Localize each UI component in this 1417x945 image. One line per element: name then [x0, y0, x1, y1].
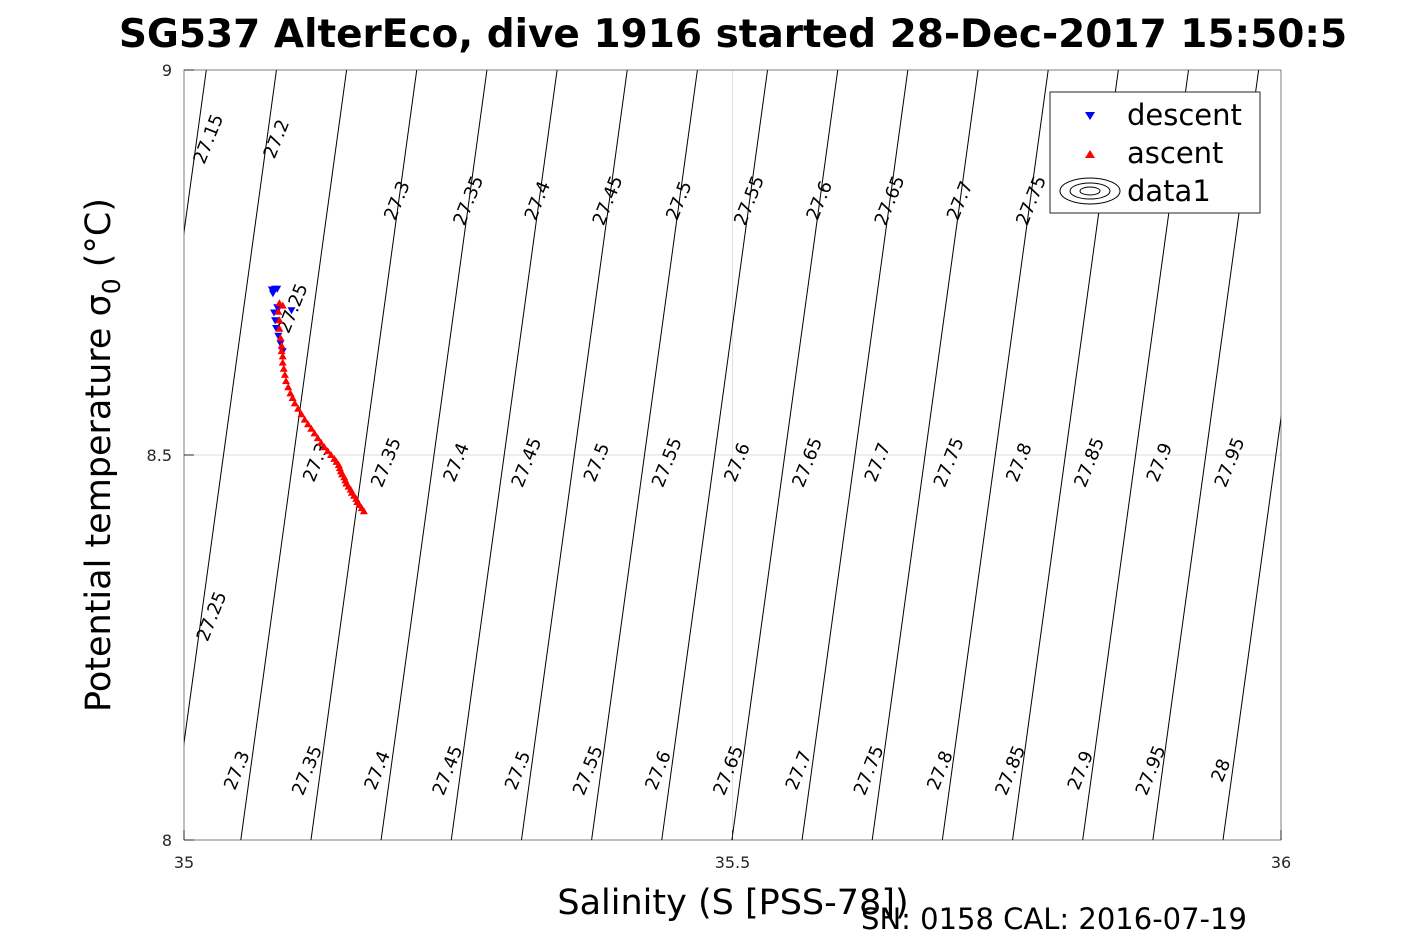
ascent-marker — [290, 399, 299, 407]
ascent-marker — [297, 410, 306, 418]
density-contour-line — [661, 70, 769, 840]
density-contour-line — [310, 70, 418, 840]
density-contour-line — [450, 70, 558, 840]
ascent-marker — [278, 358, 287, 366]
axis-ticks: 35 35.5 36 8 8.5 9 — [147, 61, 1292, 872]
x-tick-label: 36 — [1271, 853, 1291, 872]
ascent-marker — [284, 383, 293, 391]
y-tick-label: 8 — [162, 831, 172, 850]
ascent-marker — [277, 347, 286, 355]
density-contour-line — [731, 70, 839, 840]
ascent-marker — [327, 451, 335, 458]
density-contour-line — [871, 70, 979, 840]
data-series — [267, 285, 368, 515]
y-axis-label-subscript: 0 — [97, 278, 126, 294]
descent-marker — [271, 317, 280, 325]
ascent-marker — [286, 389, 295, 397]
ascent-marker — [313, 434, 322, 442]
descent-marker — [272, 325, 281, 332]
y-axis-label: Potential temperature σ0 (°C) — [79, 198, 126, 712]
ascent-marker — [320, 443, 329, 451]
legend-descent-marker — [1085, 112, 1095, 120]
ascent-marker — [294, 404, 303, 412]
density-contour-line — [184, 70, 277, 747]
x-tick-label: 35 — [174, 853, 194, 872]
y-axis-label-main: Potential temperature σ — [79, 294, 119, 712]
legend-ascent-marker — [1085, 150, 1095, 158]
ascent-marker — [310, 429, 319, 437]
density-contour-line — [801, 70, 909, 840]
ascent-marker — [274, 307, 283, 315]
ascent-marker — [282, 377, 290, 385]
ascent-marker — [323, 447, 332, 455]
ascent-marker — [307, 424, 316, 432]
y-tick-label: 8.5 — [147, 446, 172, 465]
descent-marker — [287, 307, 296, 315]
density-contour-line — [520, 70, 628, 840]
legend-data1-label: data1 — [1127, 174, 1211, 208]
ascent-marker — [317, 438, 326, 446]
legend-ascent-label: ascent — [1127, 136, 1223, 170]
y-axis-label-unit: (°C) — [79, 198, 119, 278]
ascent-marker — [278, 352, 287, 360]
density-contour-line — [240, 70, 348, 840]
density-contour-line — [1222, 414, 1281, 840]
ascent-marker — [304, 420, 312, 428]
density-contour-line — [184, 70, 207, 236]
legend-data1-contour-icon — [1059, 177, 1121, 205]
x-axis-label: Salinity (S [PSS-78]) — [557, 883, 908, 923]
ascent-marker — [288, 394, 297, 401]
y-tick-label: 9 — [162, 61, 172, 80]
legend-box — [1049, 91, 1261, 214]
chart-title: SG537 AlterEco, dive 1916 started 28-Dec… — [119, 12, 1347, 57]
descent-marker — [270, 309, 278, 317]
grid — [184, 70, 1281, 840]
ascent-marker — [275, 316, 284, 324]
descent-marker — [273, 285, 282, 293]
ascent-marker — [276, 334, 285, 341]
x-tick-label: 35.5 — [715, 853, 751, 872]
ascent-marker — [275, 299, 284, 307]
ascent-marker — [279, 364, 288, 372]
legend-descent-label: descent — [1127, 98, 1242, 132]
ascent-marker — [330, 454, 339, 462]
ascent-marker — [277, 341, 286, 349]
density-contour-line — [941, 70, 1049, 840]
svg-text:Potential temperature σ0 (°C): Potential temperature σ0 (°C) — [79, 198, 126, 712]
legend: descent ascent data1 — [1049, 91, 1261, 214]
density-contour-line — [591, 70, 698, 840]
ascent-marker — [300, 415, 309, 423]
ascent-marker — [275, 324, 284, 332]
series-ascent — [274, 299, 368, 515]
footer-text: SN: 0158 CAL: 2016-07-19 — [861, 902, 1247, 936]
ascent-marker — [280, 370, 289, 378]
density-contour-line — [380, 70, 488, 840]
